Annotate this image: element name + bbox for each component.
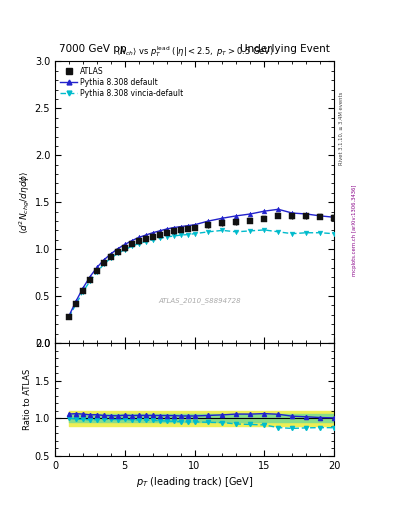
Legend: ATLAS, Pythia 8.308 default, Pythia 8.308 vincia-default: ATLAS, Pythia 8.308 default, Pythia 8.30… xyxy=(59,65,185,99)
Y-axis label: $\langle d^2 N_{chg}/d\eta d\phi\rangle$: $\langle d^2 N_{chg}/d\eta d\phi\rangle$ xyxy=(17,170,32,234)
Y-axis label: Ratio to ATLAS: Ratio to ATLAS xyxy=(23,369,32,430)
Text: Underlying Event: Underlying Event xyxy=(240,44,330,54)
Text: ATLAS_2010_S8894728: ATLAS_2010_S8894728 xyxy=(159,297,241,304)
Text: Rivet 3.1.10, ≥ 3.4M events: Rivet 3.1.10, ≥ 3.4M events xyxy=(339,91,344,165)
Text: mcplots.cern.ch [arXiv:1306.3436]: mcplots.cern.ch [arXiv:1306.3436] xyxy=(352,185,357,276)
Text: $\langle N_{ch}\rangle$ vs $p_T^{\rm lead}$ ($|\eta| < 2.5,\ p_T > 0.5$ GeV): $\langle N_{ch}\rangle$ vs $p_T^{\rm lea… xyxy=(116,44,274,58)
X-axis label: $p_T$ (leading track) [GeV]: $p_T$ (leading track) [GeV] xyxy=(136,475,253,489)
Text: 7000 GeV pp: 7000 GeV pp xyxy=(59,44,127,54)
